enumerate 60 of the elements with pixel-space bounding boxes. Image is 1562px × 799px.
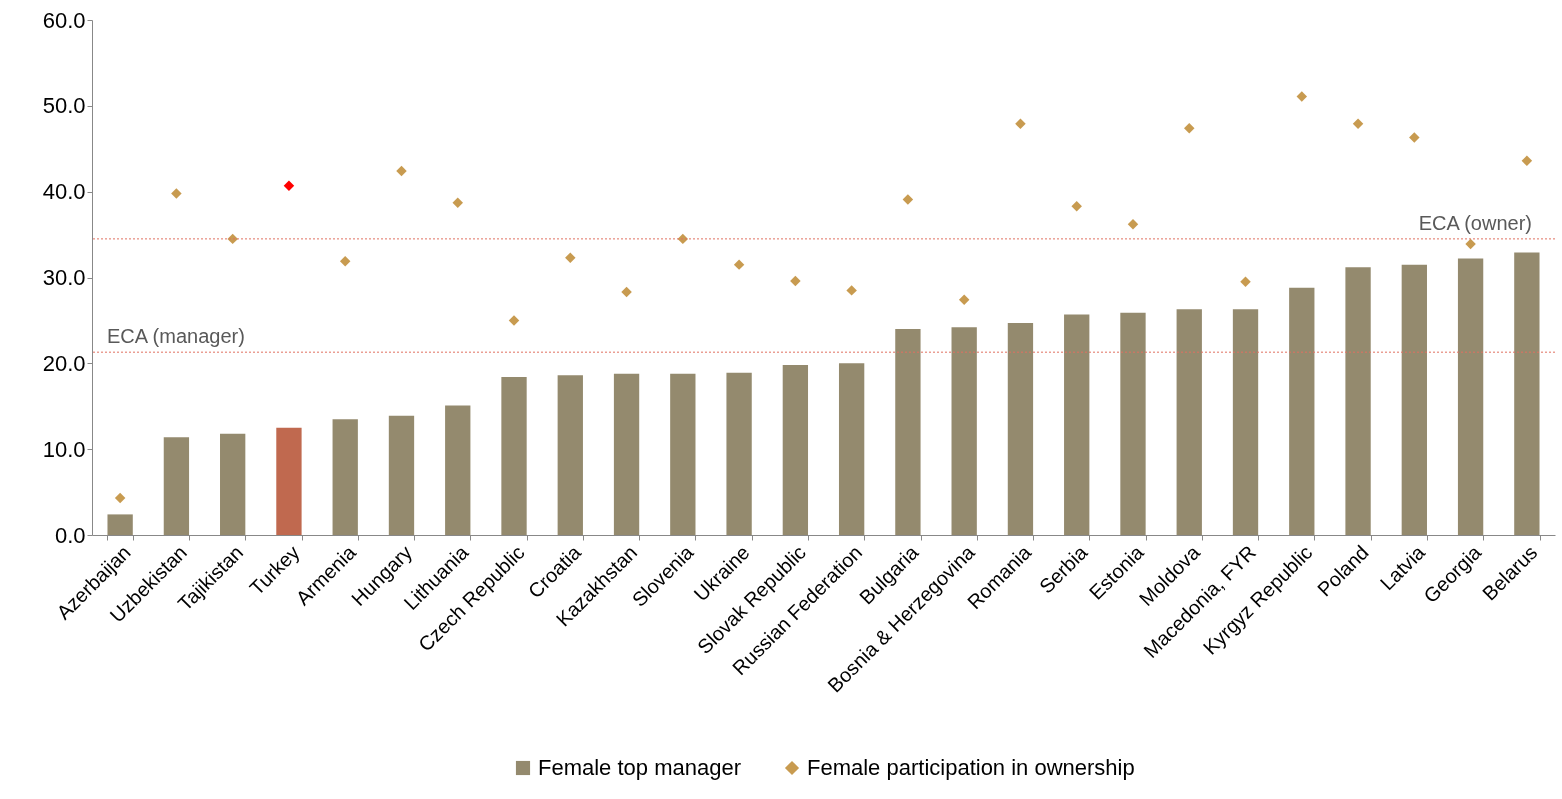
point bbox=[902, 194, 914, 205]
point bbox=[1409, 132, 1420, 143]
point bbox=[283, 180, 295, 191]
bar bbox=[1064, 314, 1090, 535]
point bbox=[171, 188, 182, 199]
bar bbox=[1345, 267, 1371, 535]
bar bbox=[1457, 258, 1484, 535]
point bbox=[733, 259, 745, 270]
y-tick-label: 50.0 bbox=[42, 93, 86, 119]
bar bbox=[501, 377, 527, 535]
bar bbox=[726, 372, 752, 535]
bar bbox=[895, 329, 921, 535]
legend-label: Female top manager bbox=[538, 755, 741, 780]
point bbox=[1352, 118, 1364, 130]
bar bbox=[1289, 287, 1315, 535]
y-tick-label: 10.0 bbox=[42, 436, 86, 462]
bar bbox=[951, 327, 977, 535]
ref-line-label: ECA (manager) bbox=[107, 325, 245, 348]
point bbox=[1127, 219, 1139, 230]
point bbox=[1015, 118, 1026, 130]
point bbox=[1521, 155, 1533, 167]
bar bbox=[220, 433, 246, 535]
bar bbox=[1120, 312, 1146, 535]
point bbox=[114, 492, 126, 504]
y-tick-label: 20.0 bbox=[42, 350, 86, 376]
y-tick-label: 40.0 bbox=[42, 179, 86, 205]
y-tick-label: 0.0 bbox=[54, 522, 86, 548]
bar bbox=[445, 405, 471, 535]
bar bbox=[1514, 252, 1540, 535]
point bbox=[621, 286, 632, 298]
point bbox=[396, 165, 407, 177]
point bbox=[452, 197, 463, 209]
y-tick-label: 30.0 bbox=[42, 265, 86, 290]
bar bbox=[782, 365, 809, 535]
bar bbox=[163, 437, 190, 535]
point bbox=[1071, 201, 1082, 212]
legend-label: Female participation in ownership bbox=[807, 755, 1135, 780]
bar bbox=[1232, 309, 1259, 535]
bar bbox=[1401, 264, 1427, 535]
ref-line-label: ECA (owner) bbox=[1418, 211, 1532, 234]
point bbox=[508, 315, 520, 326]
bar bbox=[613, 373, 640, 535]
point bbox=[565, 252, 576, 263]
point bbox=[1184, 122, 1195, 134]
point bbox=[790, 275, 801, 287]
bar bbox=[276, 427, 302, 535]
bar bbox=[107, 514, 133, 535]
bar bbox=[838, 363, 865, 535]
point bbox=[1240, 276, 1251, 288]
bar bbox=[1176, 309, 1202, 535]
bar bbox=[1007, 322, 1034, 535]
y-tick-label: 60.0 bbox=[42, 7, 86, 33]
point bbox=[339, 255, 351, 267]
bar bbox=[557, 375, 583, 535]
bar bbox=[670, 373, 696, 535]
point bbox=[958, 294, 970, 306]
bar bbox=[388, 415, 415, 535]
bar bbox=[332, 419, 358, 535]
point bbox=[846, 285, 857, 296]
point bbox=[1296, 91, 1308, 102]
